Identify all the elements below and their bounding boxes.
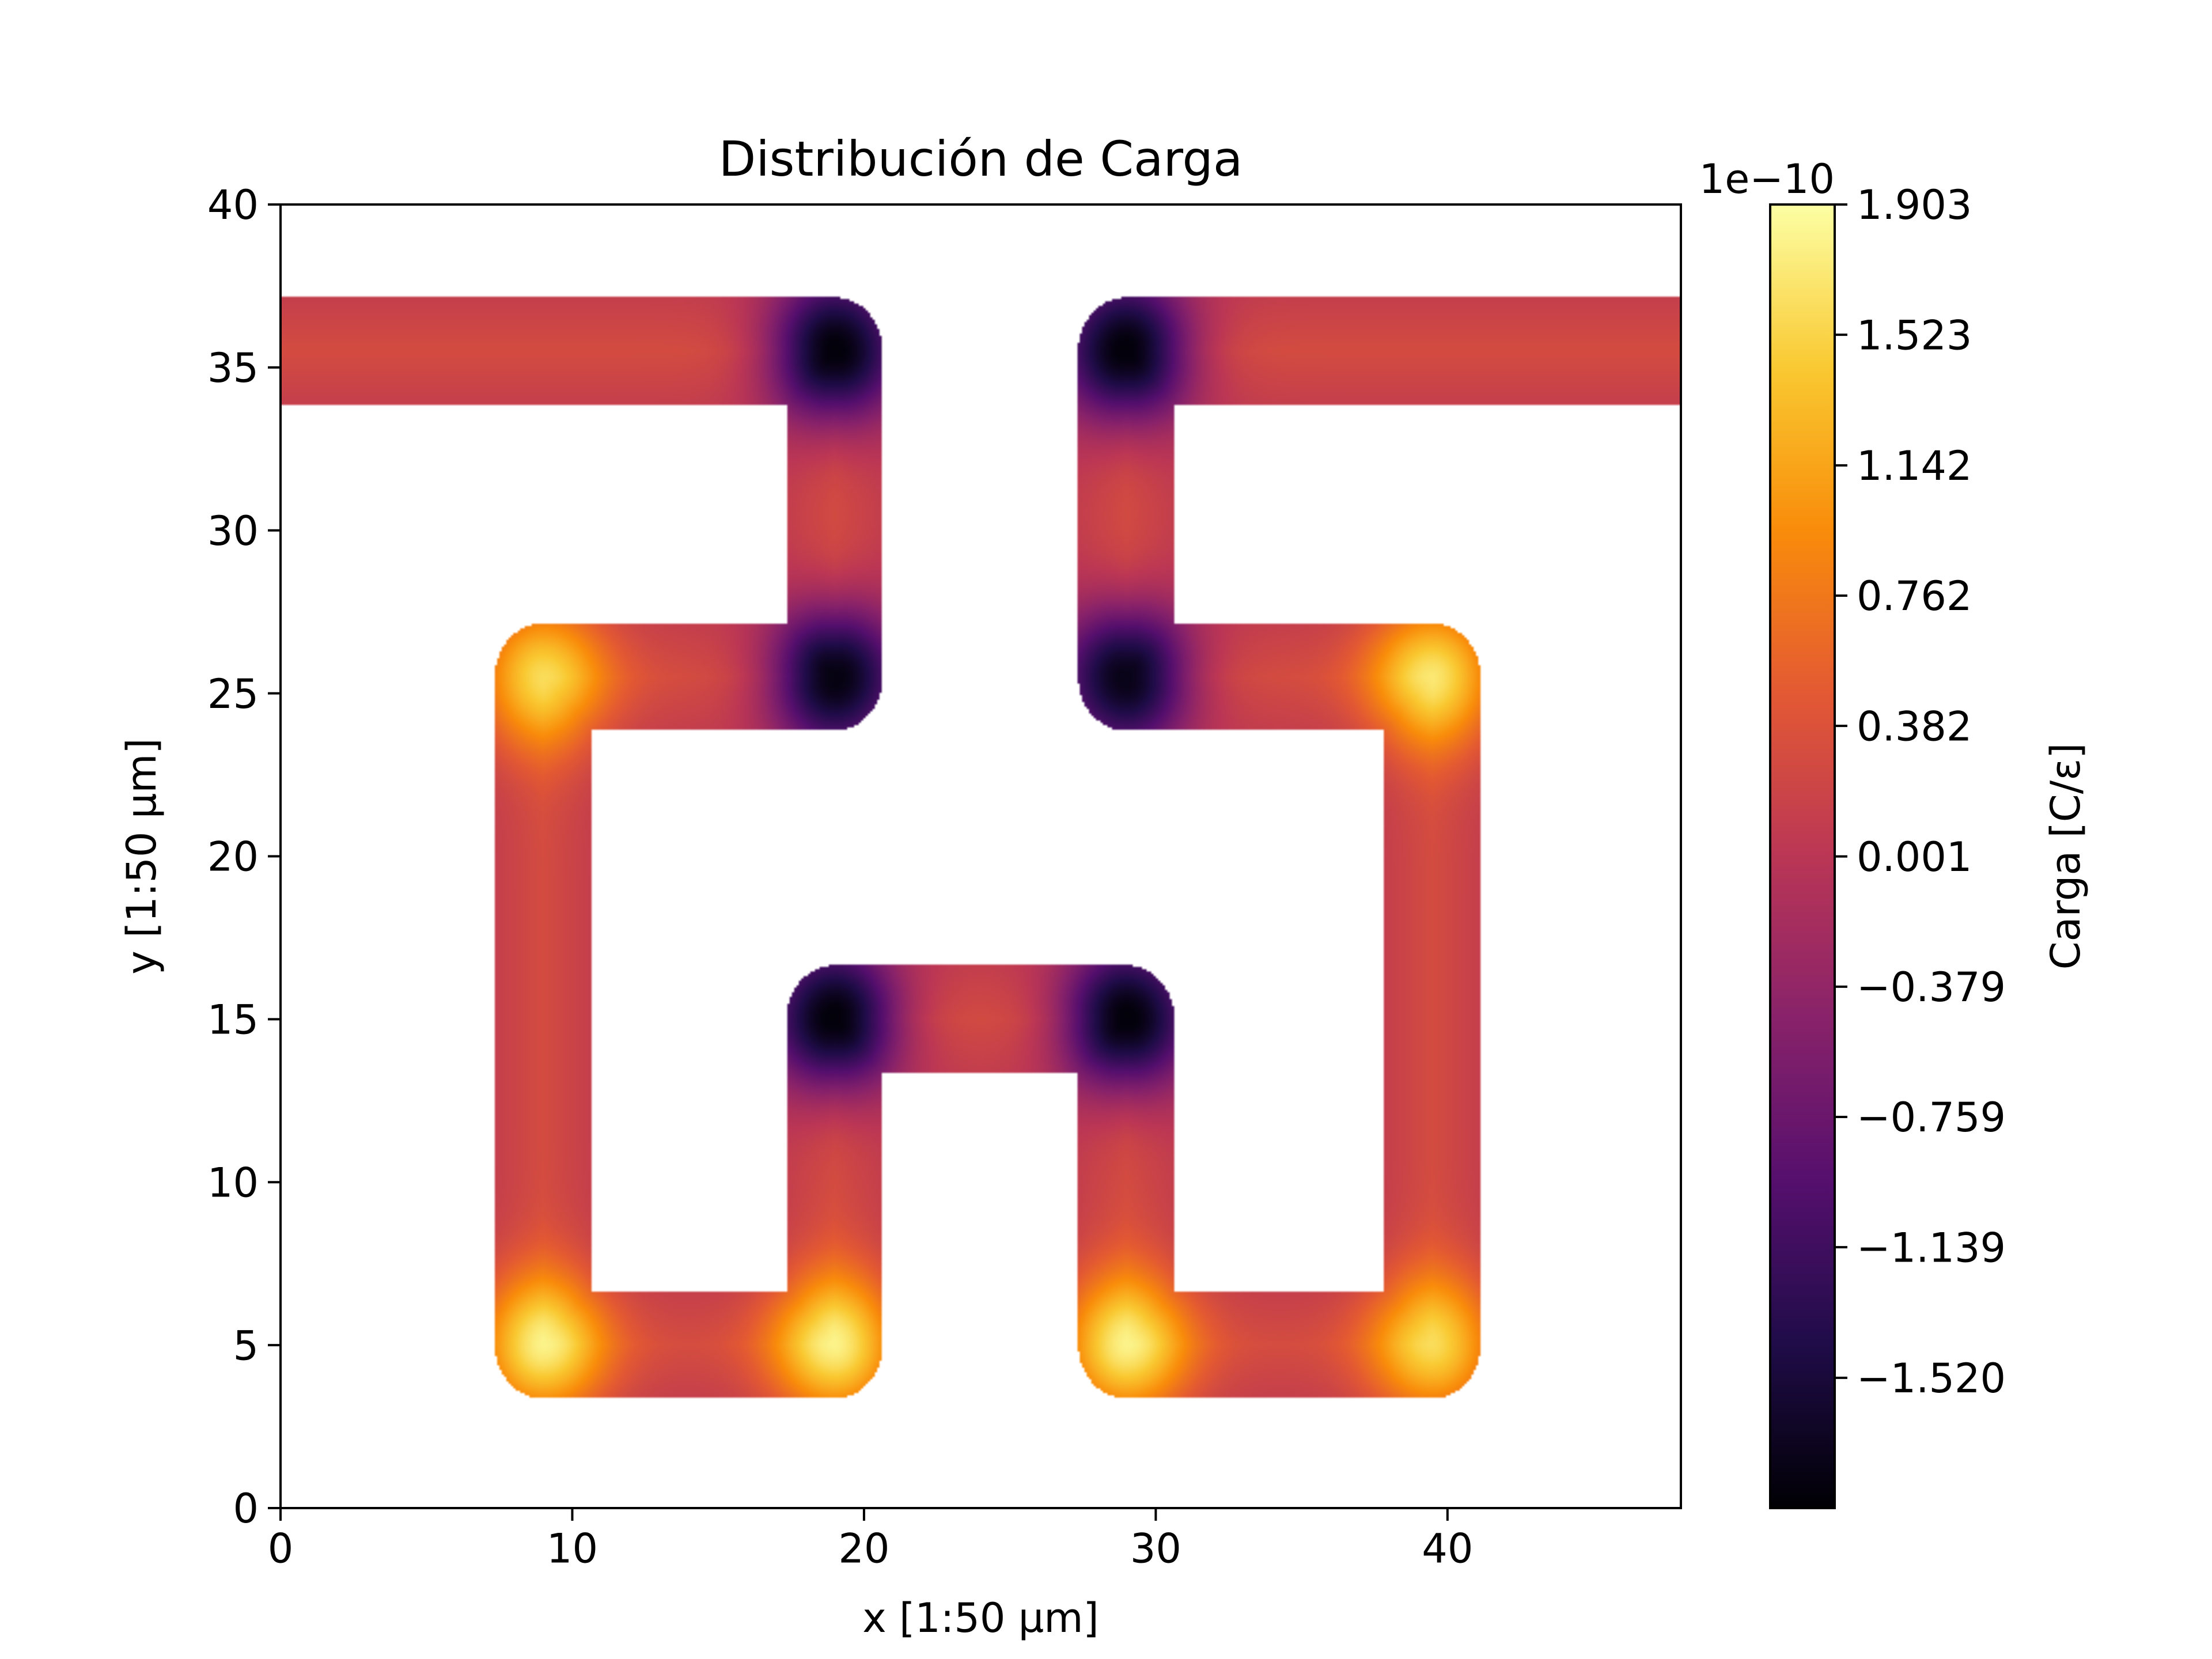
y-axis-label: y [1:50 µm] [118, 738, 165, 974]
colorbar-tick-label: −1.520 [1857, 1355, 2006, 1402]
colorbar [1769, 203, 1836, 1509]
heatmap-layer [281, 204, 1681, 1508]
x-tick-label: 30 [1130, 1525, 1181, 1573]
y-tick-label: 25 [207, 671, 259, 718]
y-tick-label: 0 [233, 1485, 259, 1532]
colorbar-tick-label: −0.759 [1857, 1094, 2006, 1141]
colorbar-tick-label: 1.142 [1857, 442, 1972, 490]
colorbar-tick-label: −1.139 [1857, 1224, 2006, 1271]
charge-heatmap [281, 204, 1681, 1508]
colorbar-tick-label: 0.001 [1857, 834, 1972, 881]
y-tick-label: 30 [207, 507, 259, 555]
x-tick-label: 0 [268, 1525, 294, 1573]
x-axis: 0 10 20 30 40 [268, 1508, 1473, 1573]
y-axis: 0 5 10 15 20 25 30 35 40 [207, 181, 281, 1532]
y-tick-label: 10 [207, 1159, 259, 1206]
x-axis-label: x [1:50 µm] [862, 1594, 1099, 1642]
y-tick-label: 5 [233, 1322, 259, 1369]
colorbar-ticks: 1.903 1.523 1.142 0.762 0.382 0.001 −0.379 −0.7… [1835, 181, 2006, 1402]
y-tick-label: 35 [207, 344, 259, 392]
colorbar-tick-label: 1.523 [1857, 312, 1972, 359]
chart-title: Distribución de Carga [719, 131, 1243, 187]
colorbar-tick-label: −0.379 [1857, 964, 2006, 1011]
y-tick-label: 20 [207, 834, 259, 881]
colorbar-tick-label: 0.382 [1857, 703, 1972, 750]
x-tick-label: 40 [1422, 1525, 1473, 1573]
colorbar-tick-label: 1.903 [1857, 181, 1972, 229]
colorbar-label: Carga [C/ε] [2042, 743, 2089, 970]
colorbar-tick-label: 0.762 [1857, 573, 1972, 620]
x-tick-label: 10 [547, 1525, 598, 1573]
x-tick-label: 20 [838, 1525, 889, 1573]
y-tick-label: 15 [207, 997, 259, 1044]
colorbar-offset-text: 1e−10 [1699, 156, 1835, 203]
y-tick-label: 40 [207, 181, 259, 229]
